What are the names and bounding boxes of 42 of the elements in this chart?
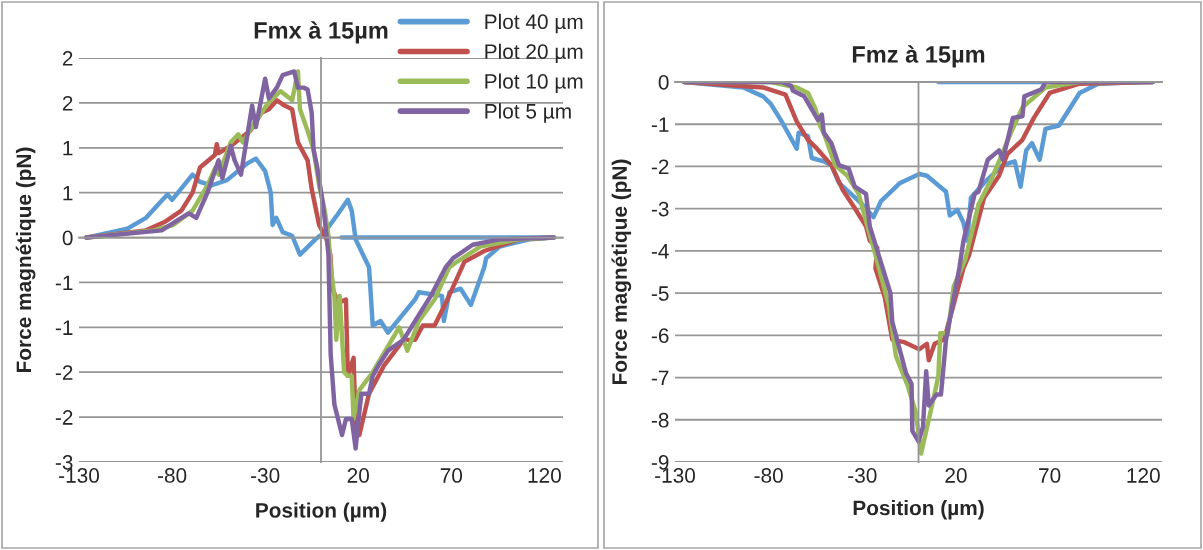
x-tick-label: -80 [754,468,783,483]
y-tick-label: -2 [651,159,669,174]
y-tick-label: 1 [63,140,73,156]
y-tick-label: -4 [651,244,669,259]
x-tick-label: 20 [347,468,369,483]
y-tick-label: -5 [651,286,669,301]
x-tick-label: 120 [1127,468,1160,483]
x-tick-label: -130 [59,468,100,483]
y-tick-label: -7 [651,370,669,386]
y-tick-label: -6 [651,328,669,344]
x-tick-label: -30 [251,468,280,483]
legend-label: Plot 40 µm [485,13,583,34]
y-tick-label: -8 [651,412,669,428]
legend-label: Plot 10 µm [485,73,583,93]
y-tick-label: -1 [55,320,73,335]
y-tick-label: -2 [55,410,73,425]
x-tick-label: -80 [157,468,187,483]
y-tick-label: 1 [63,185,73,201]
y-axis-title: Force magnétique (pN) [15,147,36,373]
x-axis-title: Position (µm) [256,502,387,522]
x-tick-label: -130 [655,468,696,483]
y-tick-label: 0 [658,75,669,90]
y-tick-label: 2 [62,95,73,111]
y-tick-label: -3 [651,201,669,217]
x-tick-label: 70 [1039,468,1061,483]
y-tick-label: -1 [55,275,73,290]
y-tick-label: -2 [55,365,73,380]
x-tick-label: -30 [848,468,877,483]
y-tick-label: 0 [62,230,73,246]
y-tick-label: -9 [651,455,669,470]
y-tick-label: 2 [62,51,73,66]
x-tick-label: 70 [440,468,463,483]
chart-title: Fmx à 15µm [254,21,388,44]
x-tick-label: 120 [528,468,561,483]
x-axis-title: Position (µm) [853,500,984,520]
x-tick-label: 20 [945,468,967,483]
legend-label: Plot 5 µm [485,103,571,123]
legend-label: Plot 20 µm [485,43,583,64]
y-tick-label: -1 [651,117,669,132]
y-axis-title: Force magnétique (pN) [611,159,632,385]
y-tick-label: -3 [55,455,73,470]
chart-title: Fmz à 15µm [852,45,985,68]
